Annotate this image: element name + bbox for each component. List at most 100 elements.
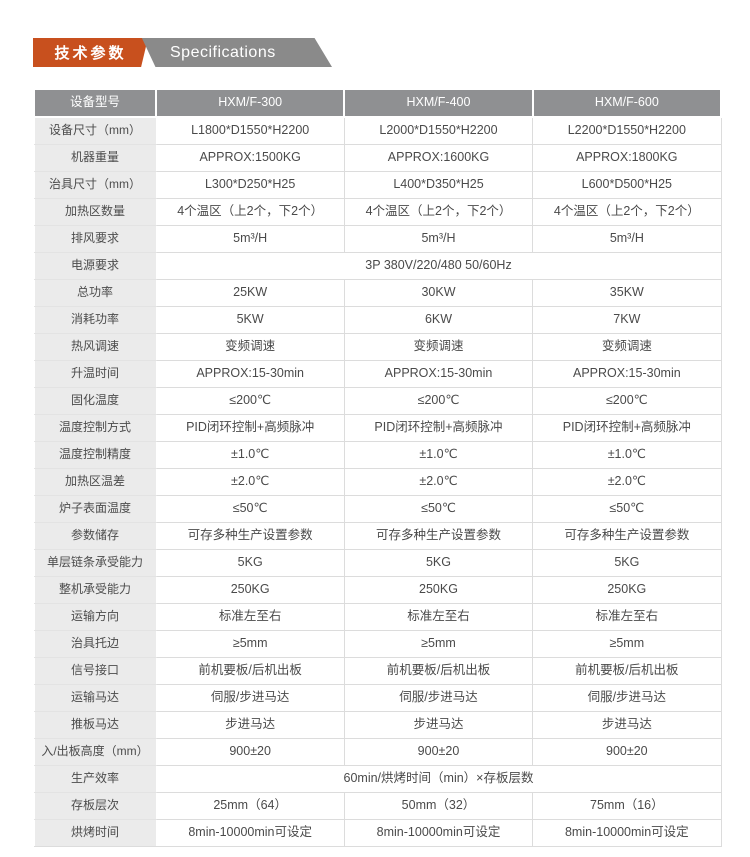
- table-row: 入/出板高度（mm） 900±20 900±20 900±20: [33, 738, 722, 766]
- spec-value: 5KG: [532, 549, 722, 577]
- spec-value: 前机要板/后机出板: [343, 657, 534, 685]
- table-row: 单层链条承受能力 5KG 5KG 5KG: [33, 549, 722, 577]
- table-row: 信号接口 前机要板/后机出板 前机要板/后机出板 前机要板/后机出板: [33, 657, 722, 685]
- spec-value: ±2.0℃: [532, 468, 722, 496]
- table-row: 温度控制精度 ±1.0℃ ±1.0℃ ±1.0℃: [33, 441, 722, 469]
- spec-value: ≥5mm: [343, 630, 534, 658]
- spec-value: APPROX:15-30min: [532, 360, 722, 388]
- spec-value: L600*D500*H25: [532, 171, 722, 199]
- row-label: 炉子表面温度: [33, 495, 157, 523]
- row-label: 参数储存: [33, 522, 157, 550]
- spec-value: APPROX:1800KG: [532, 144, 722, 172]
- spec-value: L1800*D1550*H2200: [155, 116, 345, 145]
- row-label: 入/出板高度（mm）: [33, 738, 157, 766]
- table-row: 运输马达 伺服/步进马达 伺服/步进马达 伺服/步进马达: [33, 684, 722, 712]
- table-row: 消耗功率 5KW 6KW 7KW: [33, 306, 722, 334]
- spec-table: 设备型号 HXM/F-300 HXM/F-400 HXM/F-600 设备尺寸（mm）…: [33, 88, 723, 847]
- table-row: 热风调速 变频调速 变频调速 变频调速: [33, 333, 722, 361]
- section-title-zh: 技术参数: [54, 45, 127, 62]
- row-label: 热风调速: [33, 333, 157, 361]
- row-label: 运输方向: [33, 603, 157, 631]
- table-row: 炉子表面温度 ≤50℃ ≤50℃ ≤50℃: [33, 495, 722, 523]
- section-title-zh-badge: 技术参数: [33, 38, 148, 67]
- spec-value: APPROX:15-30min: [343, 360, 534, 388]
- spec-value: ≤50℃: [343, 495, 534, 523]
- spec-value: 35KW: [532, 279, 722, 307]
- spec-value: 标准左至右: [155, 603, 345, 631]
- model-column-header: HXM/F-300: [154, 88, 346, 118]
- row-label: 加热区温差: [33, 468, 157, 496]
- spec-value: 900±20: [532, 738, 722, 766]
- spec-value: ≤50℃: [532, 495, 722, 523]
- row-label: 加热区数量: [33, 198, 157, 226]
- table-row: 推板马达 步进马达 步进马达 步进马达: [33, 711, 722, 739]
- section-header: 技术参数 Specifications: [33, 38, 332, 67]
- spec-value: 30KW: [343, 279, 534, 307]
- row-label: 机器重量: [33, 144, 157, 172]
- table-row: 存板层次 25mm（64） 50mm（32） 75mm（16）: [33, 792, 722, 820]
- table-header-row: 设备型号 HXM/F-300 HXM/F-400 HXM/F-600: [33, 88, 723, 118]
- row-label: 存板层次: [33, 792, 157, 820]
- spec-value: APPROX:1600KG: [343, 144, 534, 172]
- spec-value: 5KG: [155, 549, 345, 577]
- spec-value: 900±20: [343, 738, 534, 766]
- row-label: 电源要求: [33, 252, 157, 280]
- spec-value: 50mm（32）: [343, 792, 534, 820]
- spec-value: ≥5mm: [155, 630, 345, 658]
- spec-value: L2000*D1550*H2200: [343, 116, 534, 145]
- row-label: 运输马达: [33, 684, 157, 712]
- spec-value: PID闭环控制+高频脉冲: [155, 414, 345, 442]
- spec-value: 变频调速: [343, 333, 534, 361]
- table-row: 设备尺寸（mm） L1800*D1550*H2200 L2000*D1550*H22…: [33, 116, 722, 145]
- spec-value: 步进马达: [155, 711, 345, 739]
- table-row: 电源要求 3P 380V/220/480 50/60Hz: [33, 252, 722, 280]
- spec-value: 250KG: [155, 576, 345, 604]
- row-label-column-header: 设备型号: [33, 88, 157, 118]
- table-row: 加热区数量 4个温区（上2个，下2个） 4个温区（上2个，下2个） 4个温区（上2个，…: [33, 198, 722, 226]
- spec-value: ±1.0℃: [155, 441, 345, 469]
- spec-value: 步进马达: [343, 711, 534, 739]
- table-row: 运输方向 标准左至右 标准左至右 标准左至右: [33, 603, 722, 631]
- table-row: 生产效率 60min/烘烤时间（min）×存板层数: [33, 765, 722, 793]
- spec-value: 75mm（16）: [532, 792, 722, 820]
- model-column-header: HXM/F-400: [343, 88, 534, 118]
- table-row: 排风要求 5m³/H 5m³/H 5m³/H: [33, 225, 722, 253]
- spec-value: 5m³/H: [532, 225, 722, 253]
- row-label: 烘烤时间: [33, 819, 157, 847]
- row-label: 设备尺寸（mm）: [33, 116, 157, 145]
- spec-value: ±2.0℃: [343, 468, 534, 496]
- spec-value: L2200*D1550*H2200: [532, 116, 722, 145]
- row-label: 总功率: [33, 279, 157, 307]
- table-row: 固化温度 ≤200℃ ≤200℃ ≤200℃: [33, 387, 722, 415]
- spec-value: PID闭环控制+高频脉冲: [532, 414, 722, 442]
- spec-value: 3P 380V/220/480 50/60Hz: [155, 252, 722, 280]
- spec-value: 可存多种生产设置参数: [532, 522, 722, 550]
- row-label: 消耗功率: [33, 306, 157, 334]
- spec-value: APPROX:15-30min: [155, 360, 345, 388]
- row-label: 治具尺寸（mm）: [33, 171, 157, 199]
- spec-value: ±1.0℃: [532, 441, 722, 469]
- row-label: 温度控制方式: [33, 414, 157, 442]
- row-label: 生产效率: [33, 765, 157, 793]
- spec-value: ±2.0℃: [155, 468, 345, 496]
- spec-value: 前机要板/后机出板: [155, 657, 345, 685]
- table-row: 加热区温差 ±2.0℃ ±2.0℃ ±2.0℃: [33, 468, 722, 496]
- table-row: 升温时间 APPROX:15-30min APPROX:15-30min APPROX…: [33, 360, 722, 388]
- spec-value: 25KW: [155, 279, 345, 307]
- table-row: 烘烤时间 8min-10000min可设定 8min-10000min可设定 8min…: [33, 819, 722, 847]
- spec-value: 250KG: [343, 576, 534, 604]
- spec-value: 900±20: [155, 738, 345, 766]
- spec-value: ≤200℃: [155, 387, 345, 415]
- spec-value: ±1.0℃: [343, 441, 534, 469]
- table-row: 参数储存 可存多种生产设置参数 可存多种生产设置参数 可存多种生产设置参数: [33, 522, 722, 550]
- row-label: 升温时间: [33, 360, 157, 388]
- spec-value: 伺服/步进马达: [343, 684, 534, 712]
- spec-value: 变频调速: [532, 333, 722, 361]
- spec-value: 8min-10000min可设定: [343, 819, 534, 847]
- row-label: 温度控制精度: [33, 441, 157, 469]
- row-label: 单层链条承受能力: [33, 549, 157, 577]
- spec-value: 25mm（64）: [155, 792, 345, 820]
- spec-value: 5KW: [155, 306, 345, 334]
- table-row: 温度控制方式 PID闭环控制+高频脉冲 PID闭环控制+高频脉冲 PID闭环控制+高频…: [33, 414, 722, 442]
- spec-value: ≤200℃: [532, 387, 722, 415]
